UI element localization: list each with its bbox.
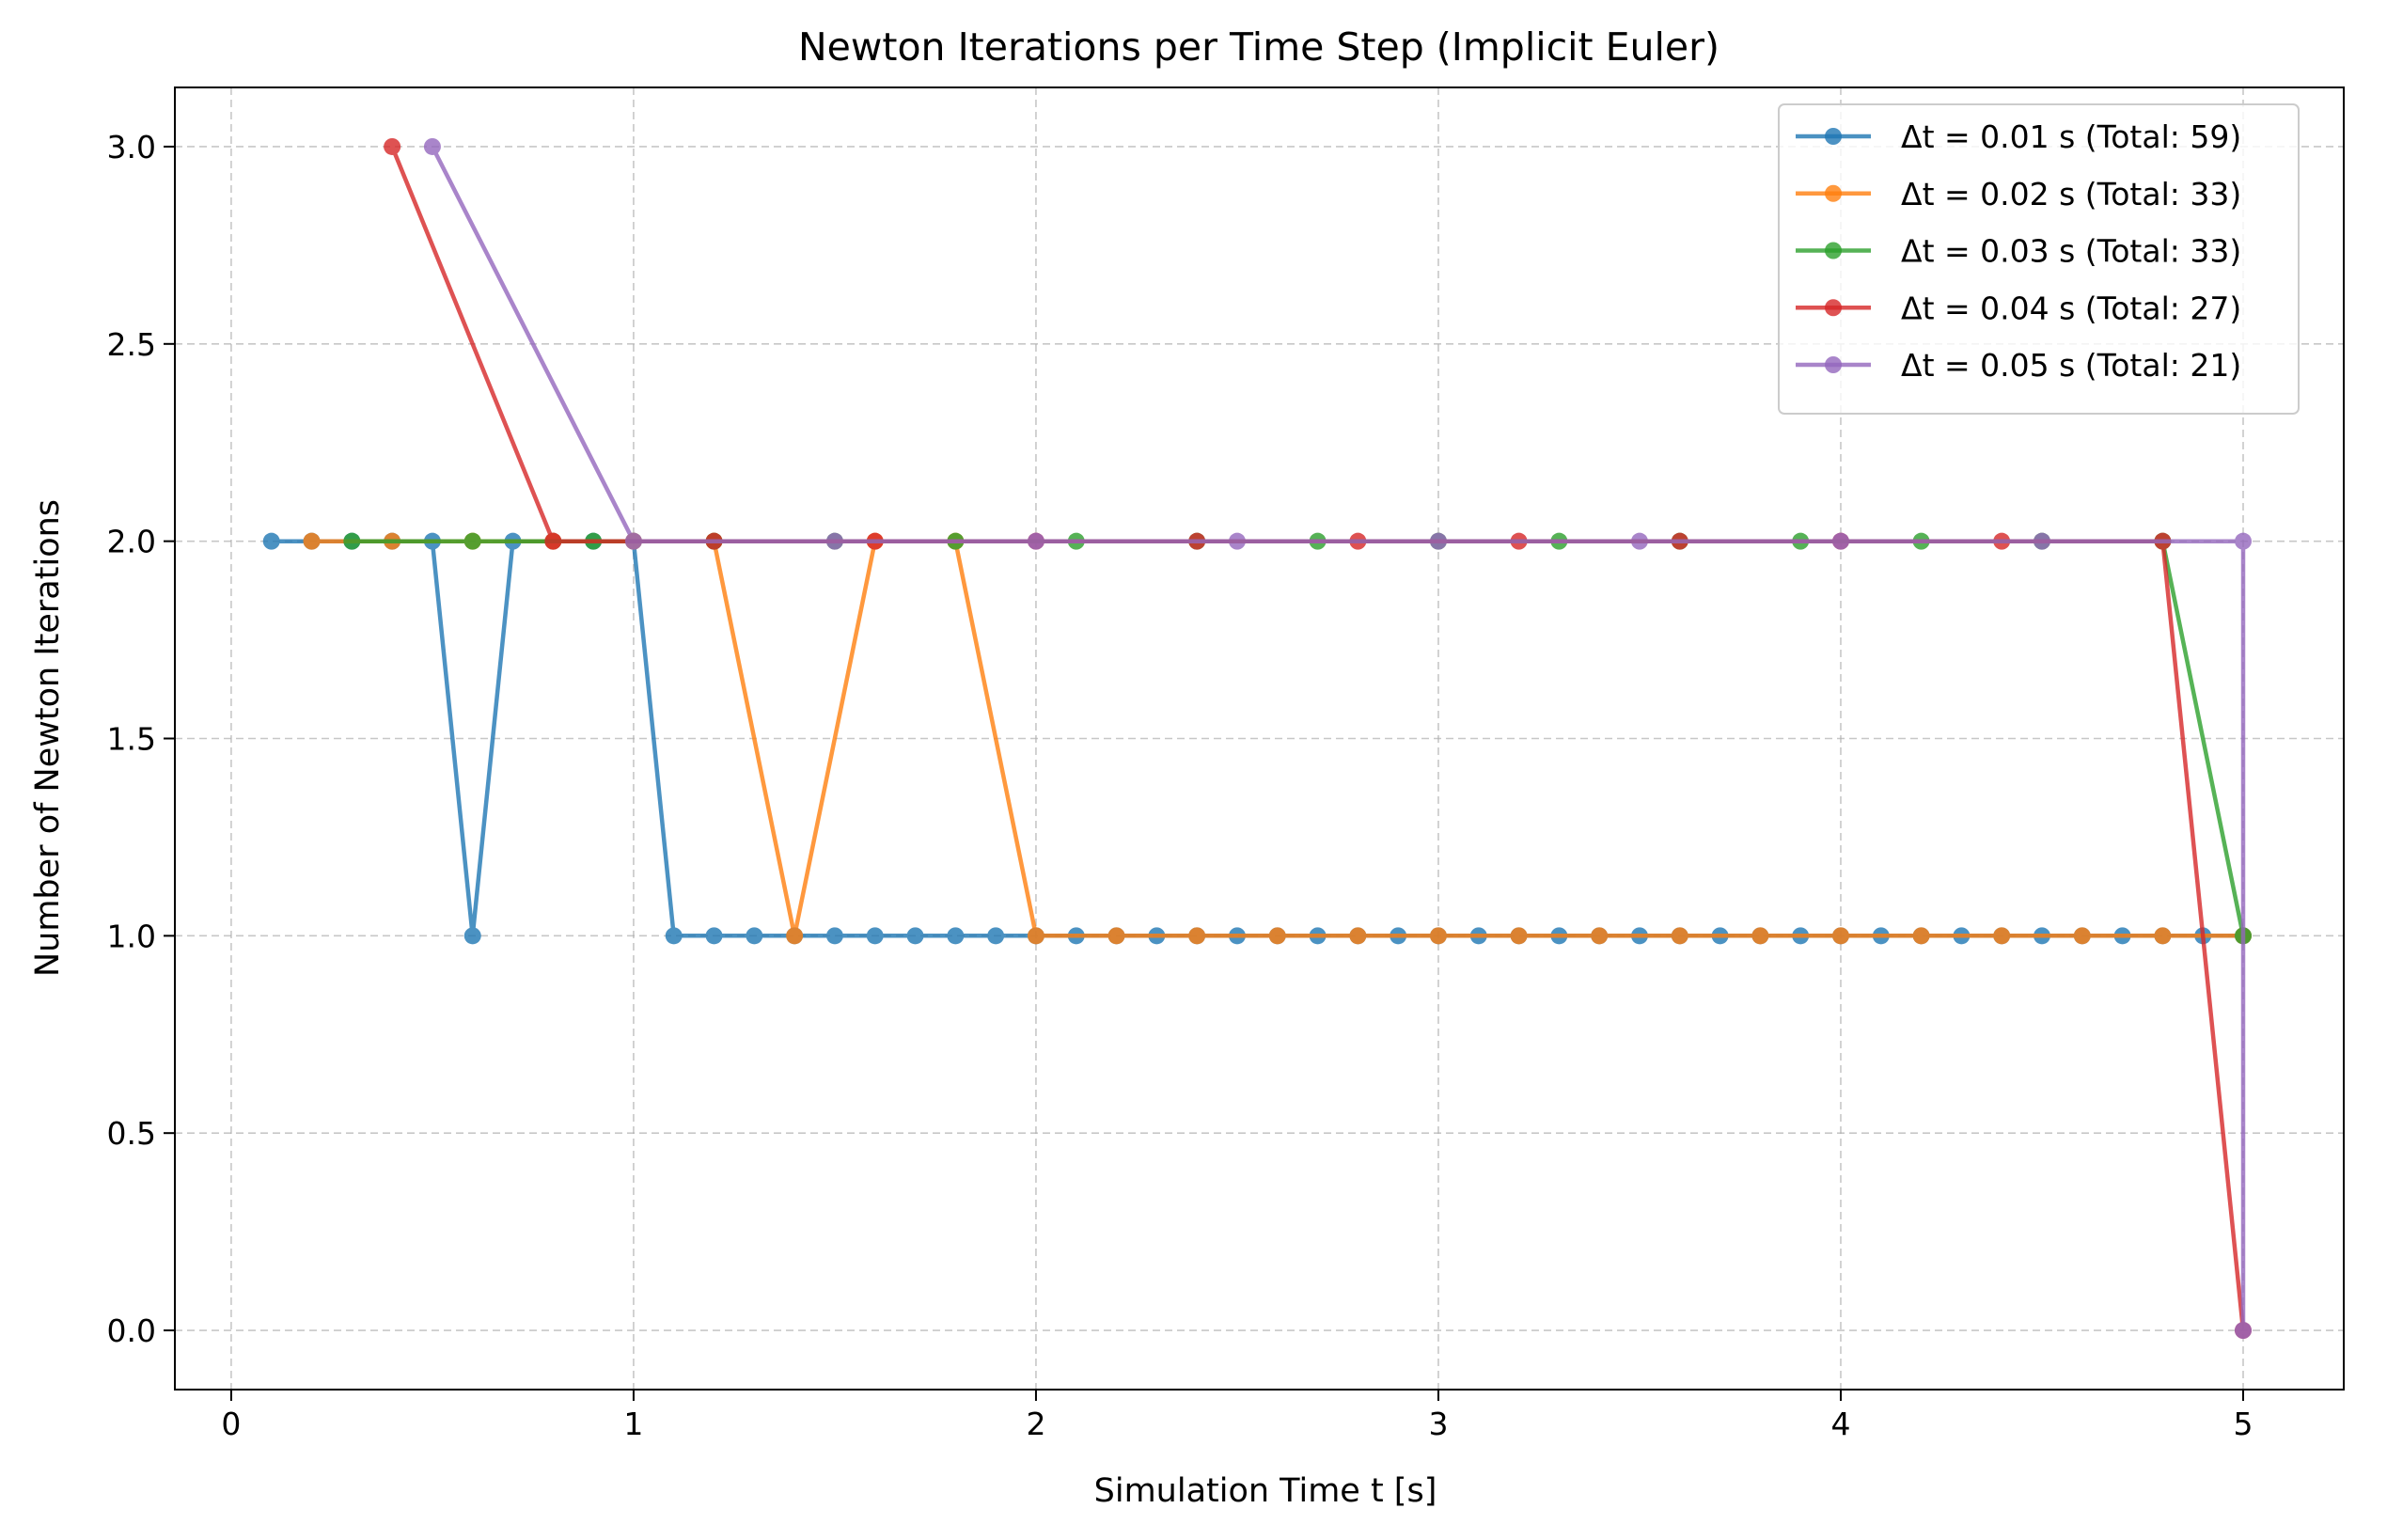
data-point: [825, 532, 843, 550]
y-tick-label: 1.5: [107, 721, 156, 758]
data-point: [463, 532, 481, 550]
data-point: [2154, 927, 2172, 945]
x-tick-label: 5: [2233, 1406, 2253, 1442]
legend-item: Δt = 0.01 s (Total: 59): [1796, 118, 2241, 155]
legend-item: Δt = 0.02 s (Total: 33): [1796, 176, 2241, 212]
y-tick-label: 2.5: [107, 326, 156, 363]
x-axis-title: Simulation Time t [s]: [1094, 1472, 1437, 1510]
data-point: [1027, 927, 1044, 945]
x-tick-label: 1: [623, 1406, 643, 1442]
data-point: [1630, 532, 1648, 550]
data-point: [2234, 532, 2252, 550]
data-point: [1429, 532, 1447, 550]
axis-ticks: 0 1 2 3 4 5 0.0 0.5 1.0 1.5 2.0 2.5 3.0: [107, 129, 2254, 1442]
data-point: [705, 927, 723, 945]
data-point: [825, 927, 843, 945]
data-point: [1591, 927, 1609, 945]
data-point: [1349, 927, 1367, 945]
data-point: [1510, 927, 1528, 945]
data-point: [423, 137, 441, 155]
data-point: [2033, 532, 2050, 550]
legend-marker: [1825, 242, 1842, 259]
data-point: [1831, 927, 1849, 945]
data-point: [1912, 927, 1930, 945]
data-point: [262, 532, 280, 550]
data-point: [544, 532, 562, 550]
data-point: [1831, 532, 1849, 550]
legend: Δt = 0.01 s (Total: 59) Δt = 0.02 s (Tota…: [1778, 103, 2300, 415]
legend-item: Δt = 0.03 s (Total: 33): [1796, 233, 2241, 270]
data-point: [665, 927, 683, 945]
data-point: [463, 927, 481, 945]
legend-item: Δt = 0.05 s (Total: 21): [1796, 347, 2241, 384]
x-tick-label: 2: [1026, 1406, 1045, 1442]
y-tick-label: 3.0: [107, 129, 156, 165]
data-point: [1027, 532, 1044, 550]
y-tick-label: 0.0: [107, 1312, 156, 1349]
data-point: [746, 927, 763, 945]
data-point: [1228, 532, 1246, 550]
x-tick-label: 4: [1830, 1406, 1850, 1442]
series-5: [423, 137, 2252, 1340]
x-tick-label: 3: [1428, 1406, 1448, 1442]
x-tick-label: 0: [221, 1406, 241, 1442]
data-point: [1188, 927, 1206, 945]
data-point: [343, 532, 361, 550]
data-point: [2073, 927, 2091, 945]
data-point: [1671, 927, 1688, 945]
data-point: [1107, 927, 1125, 945]
y-axis-title: Number of Newton Iterations: [29, 499, 67, 977]
data-point: [987, 927, 1005, 945]
data-point: [2234, 1322, 2252, 1340]
legend-item: Δt = 0.04 s (Total: 27): [1796, 290, 2241, 326]
data-point: [624, 532, 642, 550]
data-point: [384, 137, 401, 155]
legend-label: Δt = 0.03 s (Total: 33): [1901, 233, 2241, 270]
y-tick-label: 2.0: [107, 524, 156, 560]
data-point: [947, 927, 965, 945]
series-layer: [262, 137, 2252, 1340]
data-point: [303, 532, 321, 550]
legend-box: [1778, 103, 2300, 415]
legend-marker: [1825, 356, 1842, 373]
data-point: [906, 927, 924, 945]
data-point: [1993, 927, 2011, 945]
data-point: [1429, 927, 1447, 945]
data-point: [1751, 927, 1769, 945]
legend-label: Δt = 0.04 s (Total: 27): [1901, 290, 2241, 326]
legend-marker: [1825, 184, 1842, 202]
data-point: [1268, 927, 1286, 945]
legend-label: Δt = 0.01 s (Total: 59): [1901, 118, 2241, 155]
data-point: [866, 927, 884, 945]
legend-marker: [1825, 128, 1842, 145]
chart-title: Newton Iterations per Time Step (Implici…: [798, 24, 1720, 70]
legend-label: Δt = 0.02 s (Total: 33): [1901, 176, 2241, 212]
legend-label: Δt = 0.05 s (Total: 21): [1901, 347, 2241, 384]
y-tick-label: 0.5: [107, 1115, 156, 1152]
data-point: [786, 927, 804, 945]
legend-marker: [1825, 299, 1842, 317]
y-tick-label: 1.0: [107, 918, 156, 954]
